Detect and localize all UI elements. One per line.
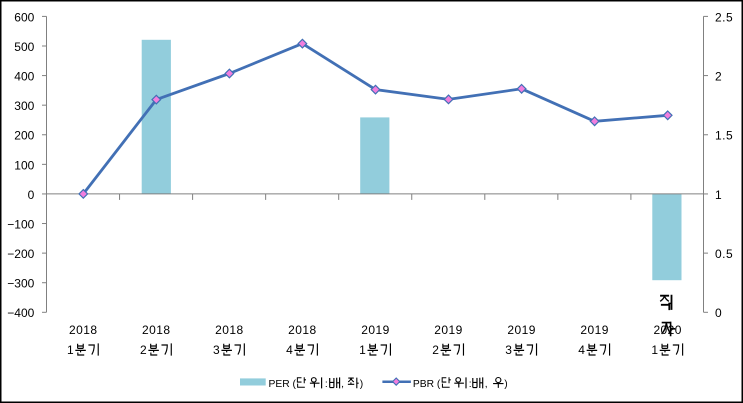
svg-text:,: , [485,379,488,390]
svg-text:400: 400 [14,69,34,83]
svg-text:4: 4 [286,343,293,357]
svg-text:4: 4 [578,343,585,357]
svg-text:1: 1 [67,343,74,357]
svg-text:3: 3 [505,343,512,357]
svg-text:2: 2 [140,343,147,357]
svg-text:100: 100 [14,158,34,172]
svg-text:2020: 2020 [653,323,682,337]
svg-text:2018: 2018 [215,323,244,337]
svg-text:): ) [360,379,363,390]
svg-text:−200: −200 [7,247,34,261]
svg-text:): ) [504,379,507,390]
svg-text:−100: −100 [7,217,34,231]
svg-text:1.5: 1.5 [715,129,733,143]
svg-text:PER (: PER ( [269,379,297,390]
svg-text:600: 600 [14,10,34,24]
svg-text:0: 0 [28,188,35,202]
svg-text:−300: −300 [7,277,34,291]
svg-text:2019: 2019 [434,323,463,337]
svg-text:1: 1 [651,343,658,357]
svg-text:2: 2 [432,343,439,357]
svg-text:2018: 2018 [288,323,317,337]
svg-text:0.5: 0.5 [715,247,733,261]
svg-text:0: 0 [715,306,722,320]
svg-text:2019: 2019 [507,323,536,337]
svg-text:300: 300 [14,99,34,113]
svg-text:2.5: 2.5 [715,10,733,24]
svg-text:−400: −400 [7,306,34,320]
svg-text::: : [469,379,472,390]
svg-text:2018: 2018 [142,323,171,337]
svg-text:PBR (: PBR ( [413,379,441,390]
svg-text:3: 3 [213,343,220,357]
svg-text:2: 2 [715,69,722,83]
svg-text:,: , [341,379,344,390]
svg-text:500: 500 [14,40,34,54]
svg-text::: : [325,379,328,390]
svg-text:2018: 2018 [69,323,98,337]
svg-text:200: 200 [14,129,34,143]
svg-text:1: 1 [715,188,722,202]
svg-text:2019: 2019 [580,323,609,337]
svg-text:1: 1 [359,343,366,357]
svg-text:2019: 2019 [361,323,390,337]
